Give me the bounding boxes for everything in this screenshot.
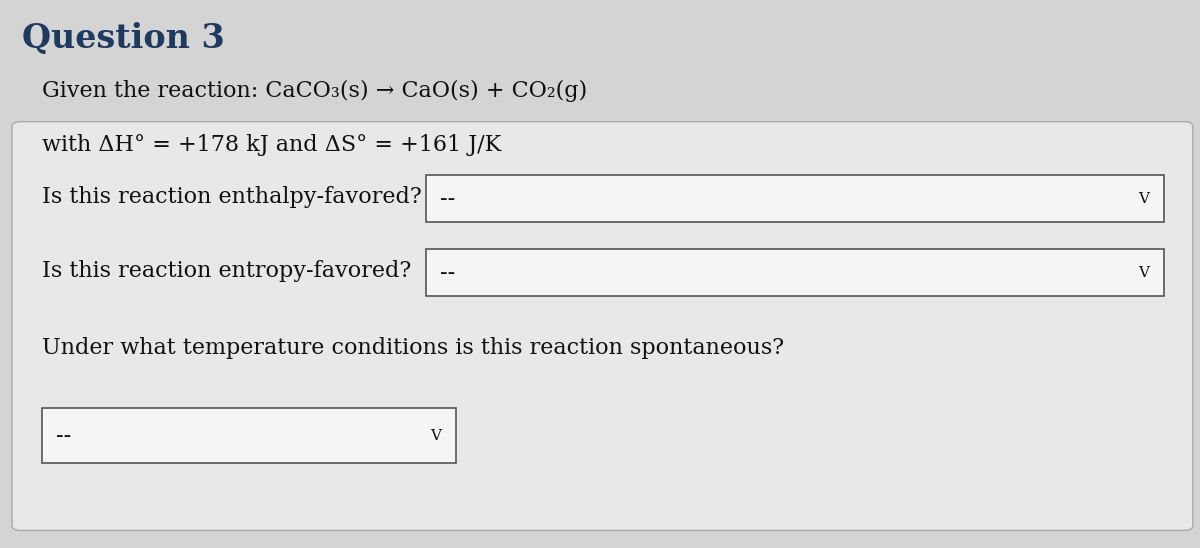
Text: --: --	[440, 261, 456, 284]
Text: V: V	[431, 429, 442, 443]
Text: Is this reaction enthalpy-favored?: Is this reaction enthalpy-favored?	[42, 186, 421, 208]
Text: Is this reaction entropy-favored?: Is this reaction entropy-favored?	[42, 260, 412, 282]
FancyBboxPatch shape	[42, 408, 456, 463]
Text: Question 3: Question 3	[22, 22, 224, 55]
Text: Under what temperature conditions is this reaction spontaneous?: Under what temperature conditions is thi…	[42, 337, 784, 359]
Text: Given the reaction: CaCO₃(s) → CaO(s) + CO₂(g): Given the reaction: CaCO₃(s) → CaO(s) + …	[42, 79, 587, 101]
Text: --: --	[56, 425, 72, 447]
FancyBboxPatch shape	[426, 175, 1164, 222]
FancyBboxPatch shape	[12, 122, 1193, 530]
Text: V: V	[1139, 192, 1150, 206]
FancyBboxPatch shape	[426, 249, 1164, 296]
Text: V: V	[1139, 266, 1150, 279]
Text: --: --	[440, 187, 456, 210]
Text: with ΔH° = +178 kJ and ΔS° = +161 J/K: with ΔH° = +178 kJ and ΔS° = +161 J/K	[42, 134, 502, 156]
